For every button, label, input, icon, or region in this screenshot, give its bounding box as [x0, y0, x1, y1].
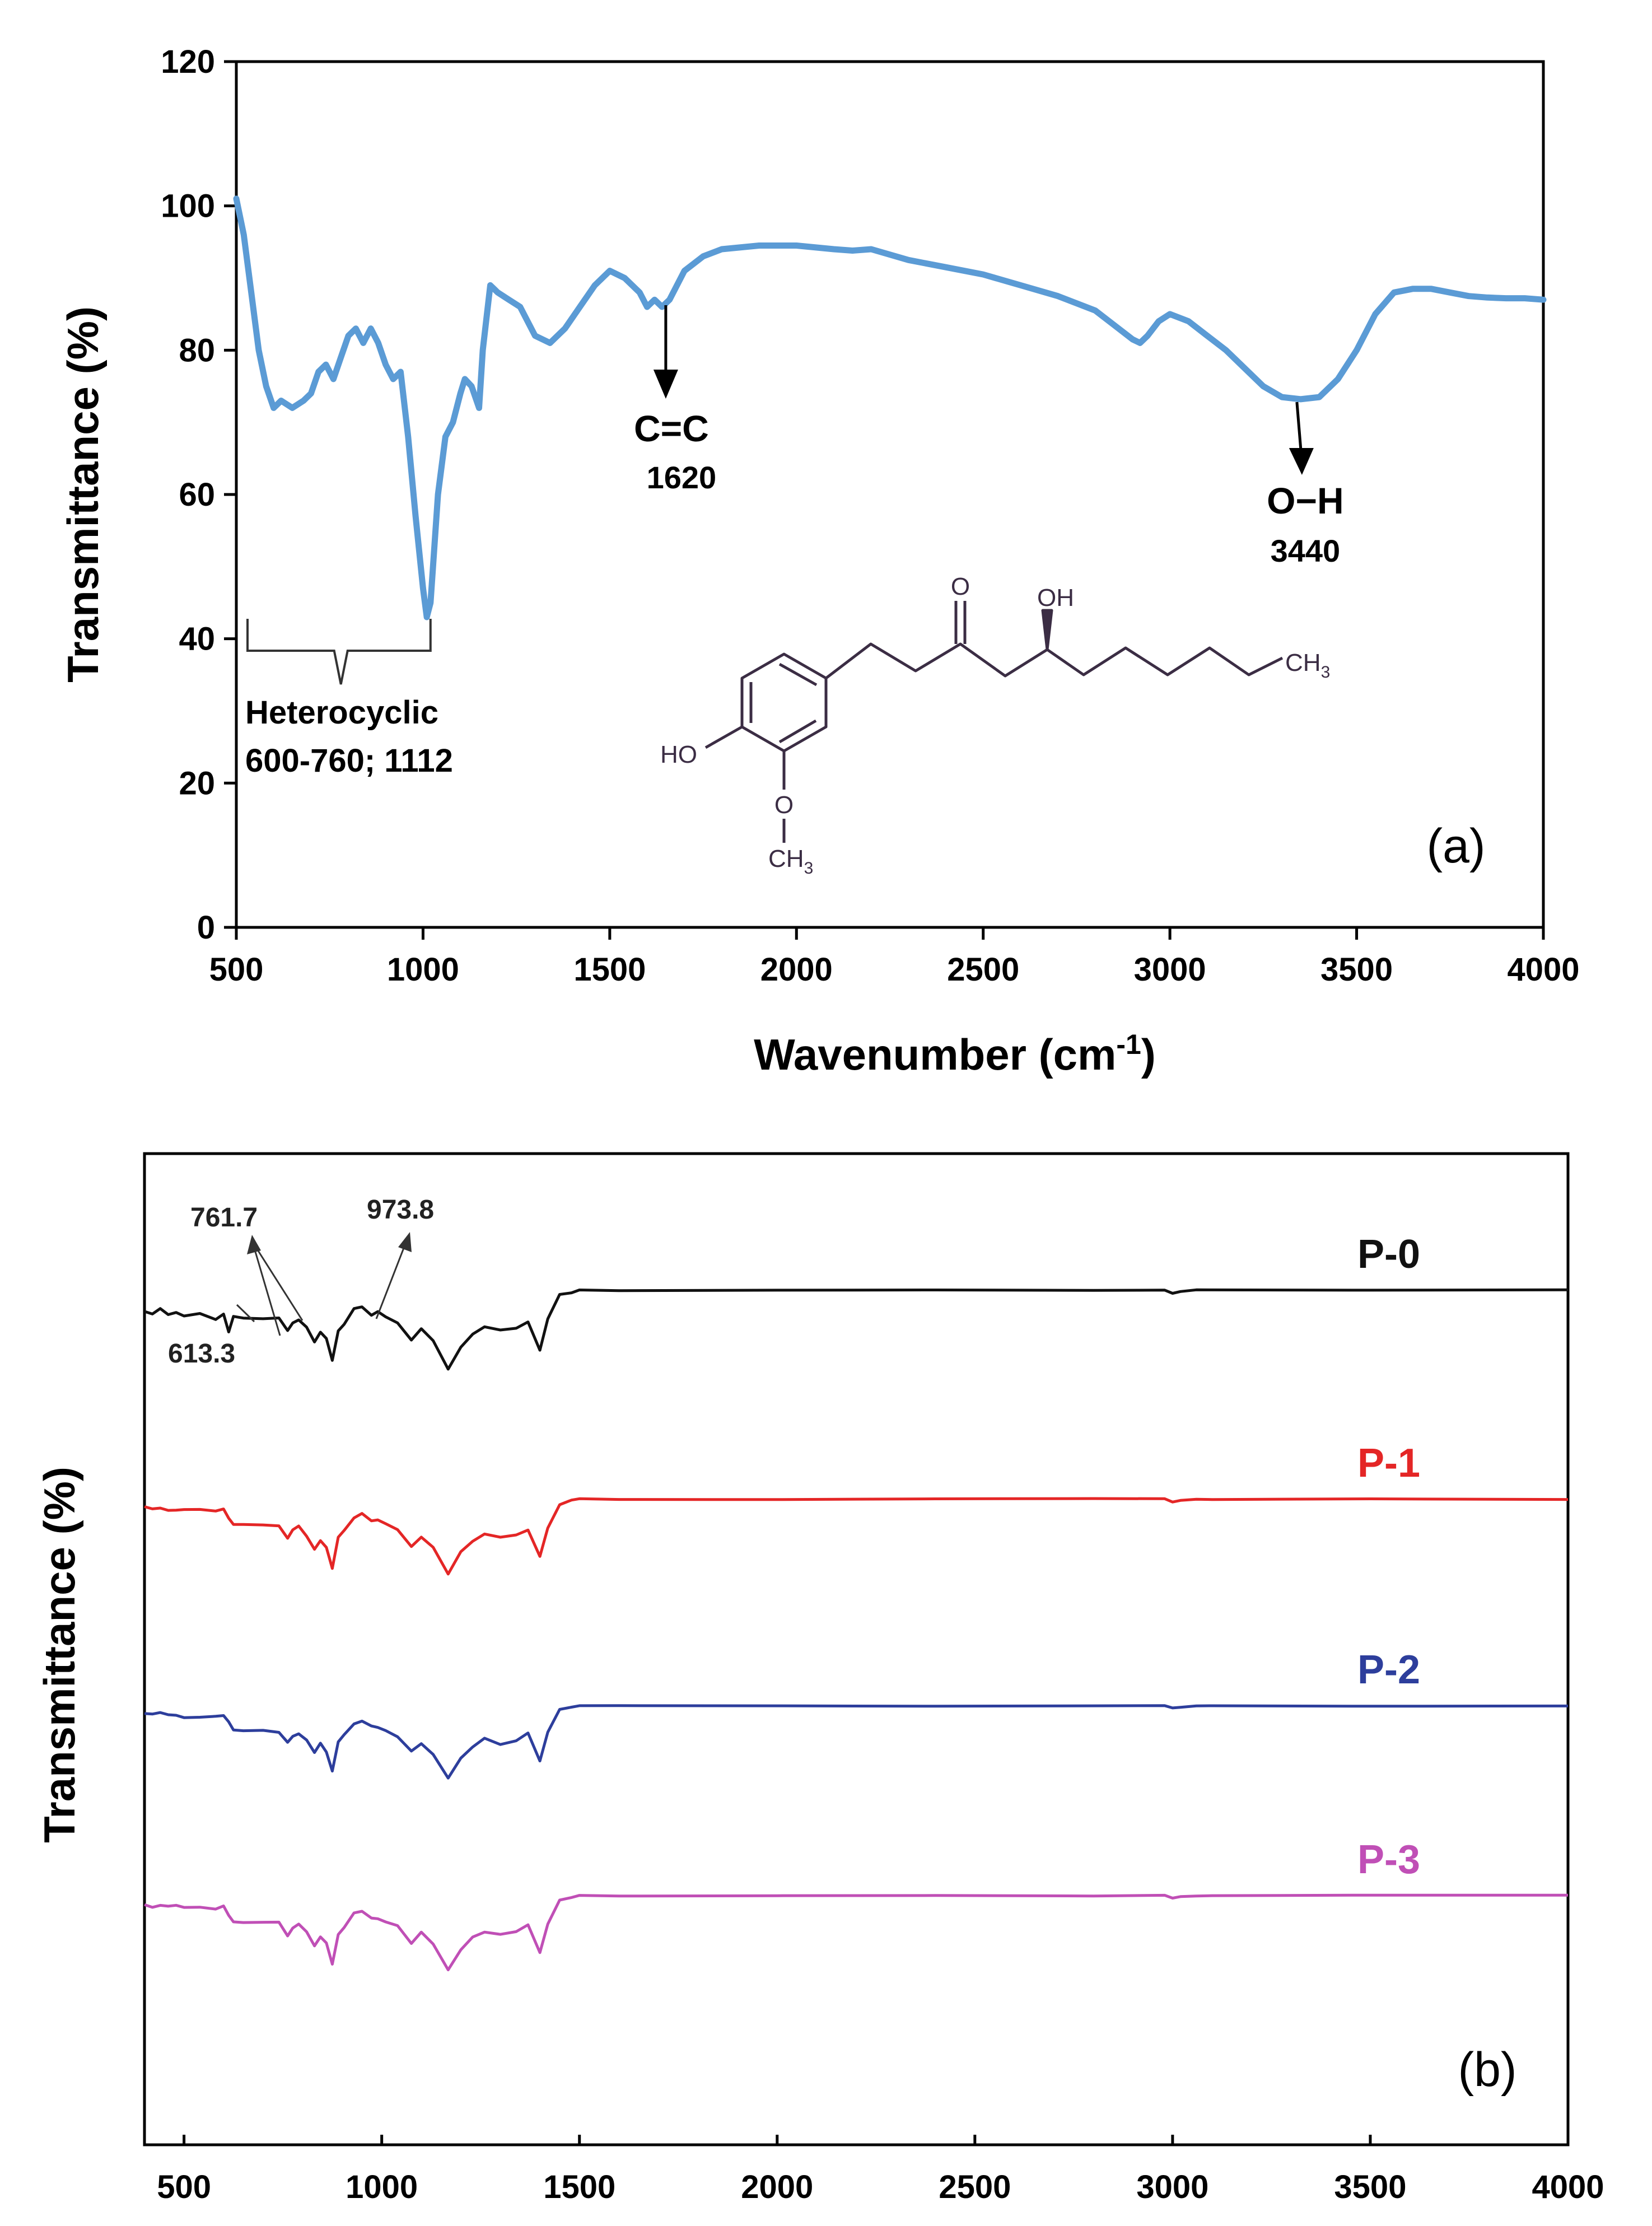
annotation-oh-label: O−H — [1267, 480, 1344, 521]
annotation-oh-arrow — [1295, 402, 1303, 457]
ring-double-bond-2 — [778, 719, 817, 744]
x-tick-label-500: 500 — [209, 951, 264, 988]
chart-b-series-p-0 — [144, 1288, 1569, 1371]
y-tick-label-20: 20 — [179, 765, 215, 801]
peak-761-arrow-1 — [254, 1249, 281, 1336]
legend-p-0: P-0 — [1357, 1232, 1420, 1277]
legend-p-1: P-1 — [1357, 1441, 1420, 1486]
chem-label-methoxy-o: O — [774, 791, 794, 819]
x-tick-label-2500: 2500 — [947, 951, 1019, 988]
side-chain — [825, 642, 1284, 679]
chart-a-panel-label: (a) — [1426, 819, 1485, 873]
y-tick-label-0: 0 — [197, 909, 215, 946]
chem-label-oh: OH — [1037, 584, 1074, 612]
b-x-tick-label-4000: 4000 — [1532, 2169, 1604, 2205]
y-tick-label-100: 100 — [161, 188, 215, 225]
annotation-heterocyclic-label: Heterocyclic — [245, 694, 438, 731]
b-x-tick-label-1000: 1000 — [346, 2169, 418, 2205]
ring-double-bond-1 — [778, 662, 818, 687]
chart-a-x-axis: 500 1000 1500 2000 2500 3000 3500 4000 — [209, 927, 1580, 988]
annotation-cc-arrowhead — [653, 370, 678, 399]
x-tick-label-3500: 3500 — [1320, 951, 1393, 988]
legend-p-3: P-3 — [1357, 1837, 1420, 1882]
y-tick-label-60: 60 — [179, 477, 215, 513]
annotation-oh-arrowhead — [1289, 448, 1314, 475]
chart-a-x-axis-label: Wavenumber (cm-1) — [754, 1029, 1156, 1079]
x-tick-label-4000: 4000 — [1507, 951, 1579, 988]
chart-b: 500 1000 1500 2000 2500 3000 3500 4000 P-0P-1P-… — [35, 1152, 1604, 2205]
peak-label-973: 973.8 — [367, 1195, 434, 1225]
chart-b-x-axis: 500 1000 1500 2000 2500 3000 3500 4000 — [157, 2135, 1604, 2205]
chem-label-carbonyl-o: O — [951, 573, 970, 600]
chart-b-series-p-3 — [144, 1893, 1569, 1972]
chart-a-y-axis: 0 20 40 60 80 100 120 — [161, 44, 236, 946]
chart-a-y-axis-label: Transmittance (%) — [58, 306, 108, 683]
peak-761-arrow-2 — [256, 1249, 304, 1321]
peak-973-arrow — [375, 1246, 405, 1319]
chemical-structure — [704, 601, 1284, 843]
annotation-oh-value: 3440 — [1271, 533, 1341, 568]
x-tick-label-1000: 1000 — [387, 951, 459, 988]
peak-761-arrowhead — [247, 1235, 261, 1254]
chart-b-series-p-1 — [144, 1497, 1569, 1576]
chart-b-legend: P-0 P-1 P-2 P-3 — [1357, 1232, 1420, 1882]
y-tick-label-120: 120 — [161, 44, 215, 80]
chart-b-frame — [143, 1152, 1570, 2146]
b-x-tick-label-3000: 3000 — [1136, 2169, 1208, 2205]
legend-p-2: P-2 — [1357, 1648, 1420, 1692]
x-tick-label-3000: 3000 — [1134, 951, 1206, 988]
peak-973-arrowhead — [398, 1232, 412, 1252]
b-x-tick-label-2500: 2500 — [939, 2169, 1011, 2205]
b-x-tick-label-2000: 2000 — [741, 2169, 813, 2205]
annotation-heterocyclic-range: 600-760; 1112 — [245, 743, 453, 779]
b-x-tick-label-3500: 3500 — [1334, 2169, 1406, 2205]
annotation-cc-label: C=C — [634, 408, 709, 449]
peak-613-leader — [236, 1304, 255, 1323]
b-x-tick-label-500: 500 — [157, 2169, 211, 2205]
chart-b-series-group — [144, 1288, 1569, 1972]
chart-b-y-axis-label: Transmittance (%) — [35, 1467, 84, 1843]
wedge-bond — [1041, 609, 1053, 651]
peak-label-613: 613.3 — [168, 1339, 235, 1369]
b-x-tick-label-1500: 1500 — [543, 2169, 615, 2205]
chart-a-frame — [235, 60, 1545, 929]
chem-label-ch3-bottom: CH3 — [768, 845, 813, 878]
benzene-ring — [740, 652, 828, 753]
x-tick-label-2000: 2000 — [760, 951, 833, 988]
annotation-heterocyclic-brace — [246, 619, 432, 685]
hydroxy-bond — [704, 725, 743, 749]
y-tick-label-40: 40 — [179, 621, 215, 657]
chart-a-series-spectrum — [233, 195, 1547, 620]
chart-b-panel-label: (b) — [1458, 2043, 1516, 2097]
x-tick-label-1500: 1500 — [573, 951, 646, 988]
chart-b-series-p-2 — [144, 1704, 1569, 1780]
peak-label-761: 761.7 — [190, 1203, 258, 1233]
chart-a: 0 20 40 60 80 100 120 500 1000 1500 2000 2500 3000 3… — [58, 44, 1580, 1079]
y-tick-label-80: 80 — [179, 332, 215, 368]
chem-label-ch3-right: CH3 — [1285, 649, 1330, 682]
annotation-cc-value: 1620 — [647, 460, 717, 495]
chem-label-ho: HO — [660, 741, 697, 768]
